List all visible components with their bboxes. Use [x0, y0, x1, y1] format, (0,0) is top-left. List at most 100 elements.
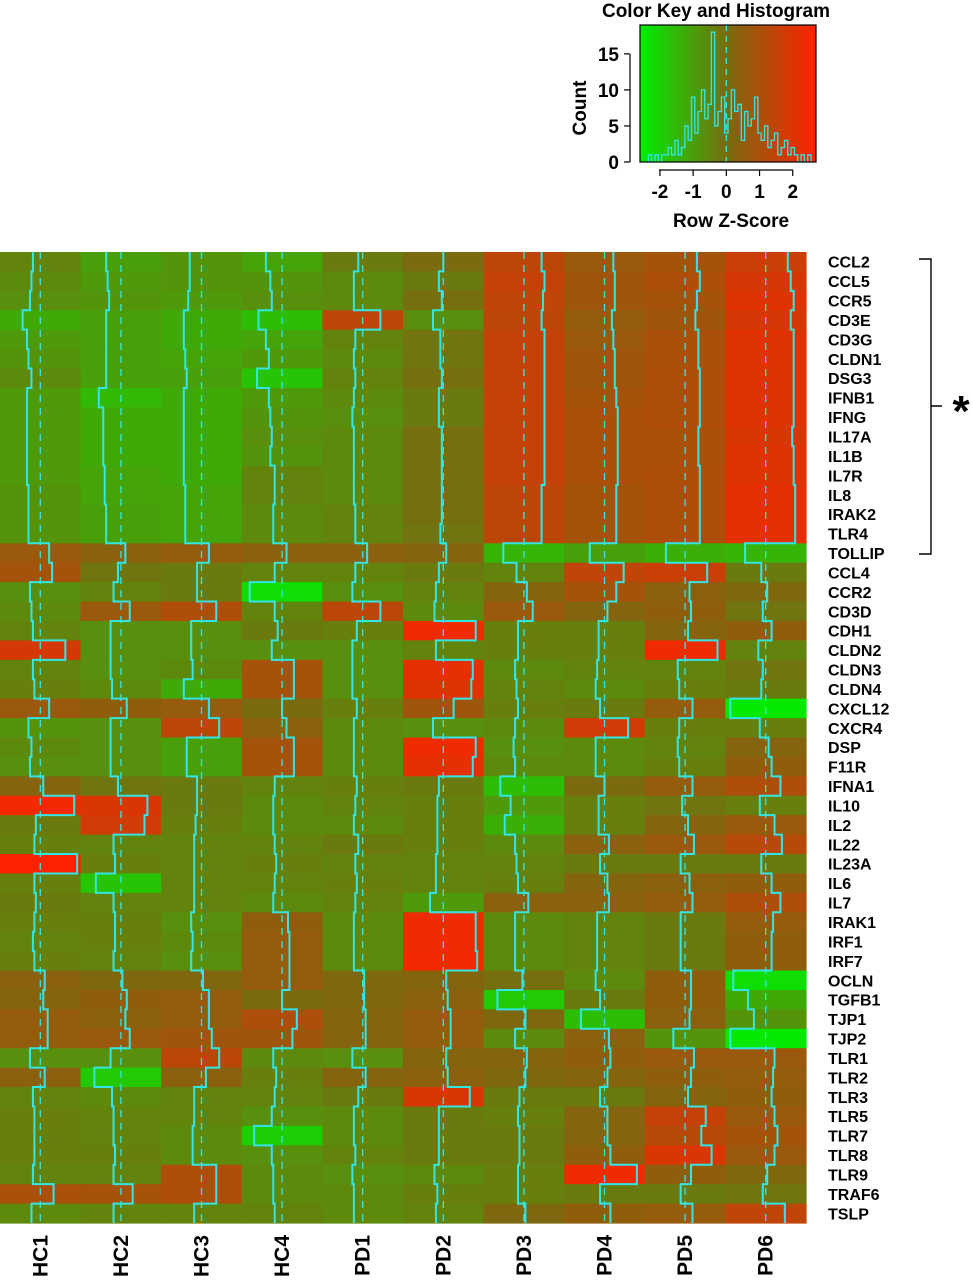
- row-label: TLR8: [828, 1148, 868, 1165]
- heatmap-cell: [322, 1125, 404, 1146]
- y-tick-label: 10: [598, 81, 619, 102]
- heatmap-cell: [322, 368, 404, 389]
- heatmap-cell: [241, 368, 323, 389]
- heatmap-cell: [644, 873, 726, 894]
- heatmap-cell: [0, 951, 82, 972]
- heatmap-cell: [483, 1164, 565, 1185]
- heatmap-cell: [241, 834, 323, 855]
- heatmap-cell: [0, 446, 82, 467]
- heatmap-cell: [80, 1125, 162, 1146]
- heatmap-cell: [644, 834, 726, 855]
- heatmap-cell: [0, 1164, 82, 1185]
- heatmap-cell: [403, 1203, 485, 1224]
- heatmap-cell: [0, 368, 82, 389]
- heatmap-cell: [322, 1164, 404, 1185]
- column-trace: [248, 252, 298, 1223]
- heatmap-cell: [403, 718, 485, 739]
- column-trace: [93, 252, 149, 1223]
- heatmap-cell: [564, 485, 646, 506]
- heatmap-cell: [80, 252, 162, 273]
- row-label: CLDN1: [828, 352, 881, 369]
- heatmap-cell: [564, 679, 646, 700]
- heatmap-cell: [241, 562, 323, 583]
- row-label: IL22: [828, 837, 860, 854]
- heatmap-cell: [644, 951, 726, 972]
- heatmap-cell: [403, 1125, 485, 1146]
- y-tick-label: 15: [598, 45, 620, 66]
- heatmap-cell: [725, 756, 807, 777]
- heatmap-cell: [725, 485, 807, 506]
- heatmap-cell: [80, 446, 162, 467]
- heatmap-cell: [80, 951, 162, 972]
- column-label: PD2: [432, 1235, 455, 1276]
- heatmap-cell: [322, 873, 404, 894]
- heatmap-cell: [241, 329, 323, 350]
- column-label: HC3: [191, 1235, 214, 1277]
- column-trace: [729, 252, 797, 1223]
- heatmap-cell: [161, 1203, 243, 1224]
- heatmap-cell: [644, 679, 726, 700]
- heatmap-cell: [322, 679, 404, 700]
- heatmap-cell: [403, 795, 485, 816]
- heatmap-cell: [483, 290, 565, 311]
- row-label: IL23A: [828, 857, 872, 874]
- heatmap-cell: [403, 1164, 485, 1185]
- heatmap-cell: [80, 834, 162, 855]
- y-tick-label: 5: [608, 117, 619, 138]
- heatmap-cell: [0, 640, 82, 661]
- heatmap-cell: [483, 951, 565, 972]
- x-tick-label: 2: [787, 182, 798, 203]
- heatmap-cell: [564, 407, 646, 428]
- heatmap-cell: [241, 756, 323, 777]
- heatmap-cell: [0, 601, 82, 622]
- row-label: IRF1: [828, 934, 863, 951]
- heatmap-cell: [483, 756, 565, 777]
- heatmap-cell: [483, 1125, 565, 1146]
- heatmap-cell: [564, 873, 646, 894]
- heatmap-cell: [403, 329, 485, 350]
- row-labels: CCL2 CCL5 CCR5 CD3E CD3G CLDN1 DSG3 IFNB1 IFNG IL…: [828, 255, 889, 1224]
- heatmap-cell: [80, 756, 162, 777]
- heatmap-cell: [483, 834, 565, 855]
- heatmap-cell: [483, 795, 565, 816]
- heatmap-cell: [564, 640, 646, 661]
- row-label: CD3G: [828, 332, 872, 349]
- heatmap-cell: [564, 718, 646, 739]
- row-label: IRAK1: [828, 915, 876, 932]
- heatmap-cell: [80, 1164, 162, 1185]
- heatmap-cell: [322, 407, 404, 428]
- heatmap-cell: [241, 912, 323, 933]
- row-label: IFNB1: [828, 391, 874, 408]
- column-trace: [496, 252, 546, 1223]
- row-label: IL10: [828, 798, 860, 815]
- heatmap-cell: [0, 795, 82, 816]
- heatmap-cell: [322, 485, 404, 506]
- row-label: CXCL12: [828, 701, 889, 718]
- heatmap-cell: [483, 562, 565, 583]
- heatmap-cell: [241, 407, 323, 428]
- heatmap-cell: [161, 485, 243, 506]
- heatmap-cell: [564, 756, 646, 777]
- heatmap-cell: [564, 368, 646, 389]
- row-label: TLR7: [828, 1129, 868, 1146]
- heatmap-cell: [644, 1164, 726, 1185]
- heatmap-cell: [483, 485, 565, 506]
- heatmap-cell: [725, 368, 807, 389]
- heatmap-cell: [644, 756, 726, 777]
- row-label: IL7R: [828, 468, 863, 485]
- heatmap-cell: [322, 795, 404, 816]
- heatmap-cell: [0, 407, 82, 428]
- row-label: TLR5: [828, 1109, 868, 1126]
- heatmap-cell: [161, 679, 243, 700]
- significance-bracket: *: [919, 258, 970, 555]
- heatmap-cell: [241, 1125, 323, 1146]
- heatmap-cell: [80, 523, 162, 544]
- heatmap-cell: [725, 1164, 807, 1185]
- column-trace: [664, 252, 719, 1223]
- heatmap-cell: [725, 834, 807, 855]
- heatmap-cell: [644, 407, 726, 428]
- heatmap-cell: [644, 290, 726, 311]
- heatmap-cell: [483, 912, 565, 933]
- column-label: PD3: [513, 1235, 536, 1276]
